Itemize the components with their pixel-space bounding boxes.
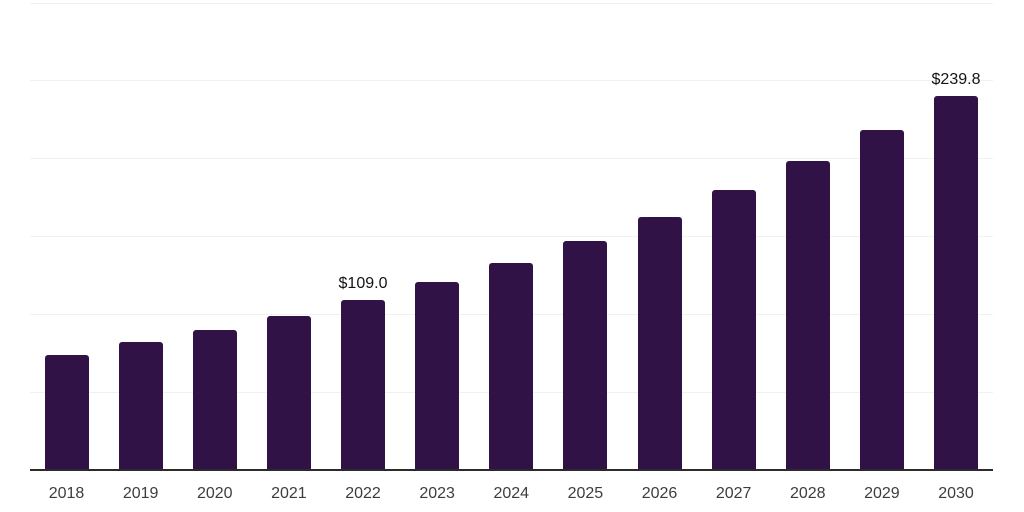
x-tick-label-2024: 2024 [493, 485, 530, 502]
x-tick-label-2026: 2026 [641, 485, 678, 502]
bar-2029 [859, 129, 904, 470]
data-label-2030: $239.8 [931, 71, 981, 89]
bar-2028 [785, 160, 830, 470]
bar-2026 [637, 216, 682, 470]
data-label-2022: $109.0 [338, 275, 388, 293]
x-tick-label-2028: 2028 [789, 485, 826, 502]
x-tick-label-2027: 2027 [715, 485, 752, 502]
x-tick-label-2019: 2019 [122, 485, 159, 502]
gridline-250 [30, 80, 993, 81]
gridline-150 [30, 236, 993, 237]
bar-2022 [341, 300, 385, 470]
bar-2018 [44, 354, 89, 470]
x-axis-line [30, 469, 993, 471]
bar-2019 [118, 342, 163, 470]
gridline-200 [30, 158, 993, 159]
x-tick-label-2029: 2029 [864, 485, 900, 502]
bar-2030 [934, 96, 978, 470]
bar-2020 [192, 330, 237, 470]
x-tick-label-2018: 2018 [48, 485, 85, 502]
bar-2027 [711, 189, 756, 470]
x-tick-label-2021: 2021 [271, 485, 307, 502]
x-tick-label-2020: 2020 [196, 485, 233, 502]
gridline-300 [30, 3, 993, 4]
bar-2021 [266, 315, 311, 470]
x-tick-label-2025: 2025 [567, 485, 604, 502]
bar-2025 [563, 240, 608, 470]
x-tick-label-2030: 2030 [938, 485, 974, 502]
bar-2023 [415, 282, 460, 470]
x-tick-label-2023: 2023 [419, 485, 455, 502]
bar-2024 [489, 263, 534, 470]
x-tick-label-2022: 2022 [345, 485, 381, 502]
